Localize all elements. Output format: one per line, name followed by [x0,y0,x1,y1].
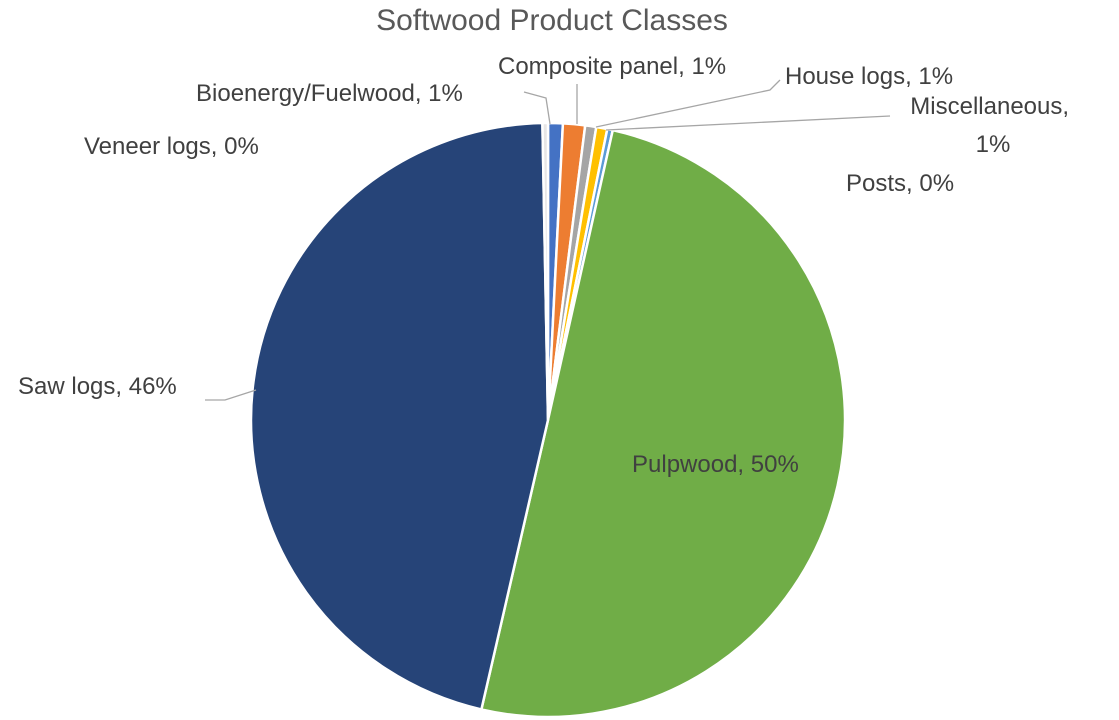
label-value: 46% [129,373,177,400]
label-name: House logs [785,63,905,90]
label-separator: , [211,133,224,160]
label-separator: , [905,63,918,90]
label-separator: , [115,373,128,400]
label-value: 0% [919,170,954,197]
pie-slice [541,121,550,421]
label-name: Posts [846,170,906,197]
data-label: Composite panel, 1% [498,53,726,80]
label-name: Pulpwood [632,451,737,478]
label-name: Veneer logs [84,133,211,160]
leader-line [595,79,781,128]
label-name: Saw logs [18,373,115,400]
label-value: 1% [976,131,1011,158]
leader-line [605,115,891,131]
pie-slice [479,128,847,719]
label-value: 50% [751,451,799,478]
label-name: Composite panel [498,53,678,80]
leader-line [523,91,551,125]
label-separator: , [415,80,428,107]
data-label: Miscellaneous, 1% [910,93,1075,158]
label-name: Bioenergy/Fuelwood [196,80,415,107]
data-label: Saw logs, 46% [18,373,177,400]
data-label: House logs, 1% [785,63,953,90]
label-value: 1% [428,80,463,107]
leader-line [205,389,257,401]
label-value: 1% [918,63,953,90]
data-label: Pulpwood, 50% [632,451,799,478]
pie-slice [249,121,550,711]
label-separator: , [906,170,919,197]
chart-title: Softwood Product Classes [376,4,728,37]
label-value: 1% [691,53,726,80]
label-name: Miscellaneous [910,93,1062,120]
data-label: Veneer logs, 0% [84,133,259,160]
label-separator: , [1062,93,1075,120]
label-value: 0% [224,133,259,160]
data-label: Posts, 0% [846,170,954,197]
label-separator: , [737,451,750,478]
label-separator: , [678,53,691,80]
data-label: Bioenergy/Fuelwood, 1% [196,80,463,107]
